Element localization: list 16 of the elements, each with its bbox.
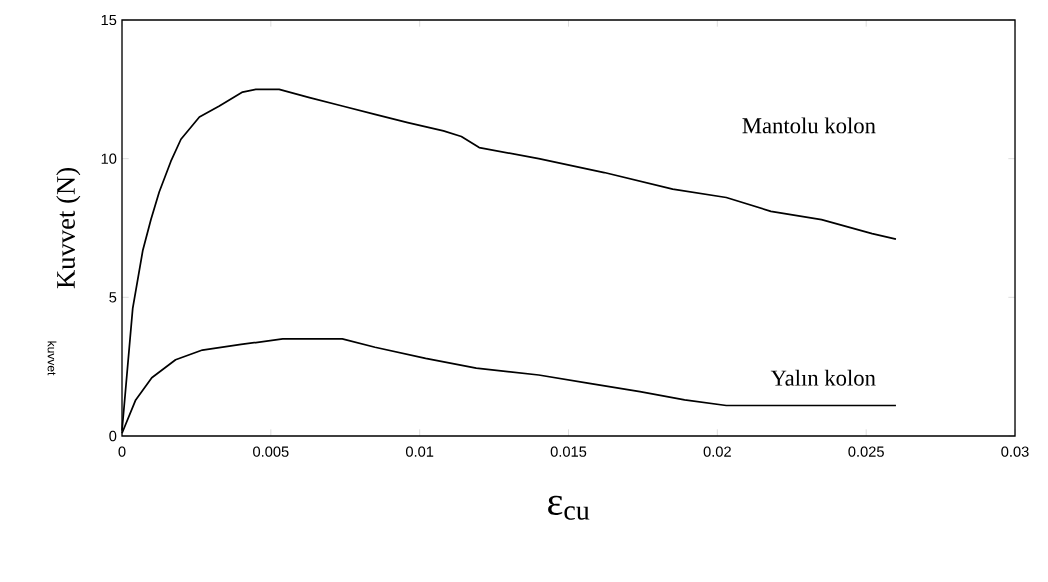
x-tick-label: 0.03 (1001, 446, 1029, 457)
x-tick-label: 0.02 (703, 446, 731, 457)
y-tick-label: 0 (109, 430, 117, 442)
text: Mantolu kolon (742, 117, 876, 134)
x-tick-label: 0.015 (550, 446, 587, 457)
y-tick-label: 15 (101, 14, 117, 26)
x-tick-label: 0.01 (405, 446, 434, 457)
series-label: Yalın kolon (770, 369, 876, 386)
y-tick-label: 10 (101, 153, 117, 164)
x-tick-label: 0 (118, 446, 126, 457)
x-tick-label: 0.005 (253, 446, 289, 457)
y-tick-label: 5 (109, 292, 117, 303)
x-axis-title: ε$_{cu}$ (548, 495, 590, 520)
text: kuvvet (47, 341, 57, 376)
x-tick-label: 0.025 (848, 446, 884, 457)
y-axis-title: Kuvvet (N) (56, 168, 81, 289)
